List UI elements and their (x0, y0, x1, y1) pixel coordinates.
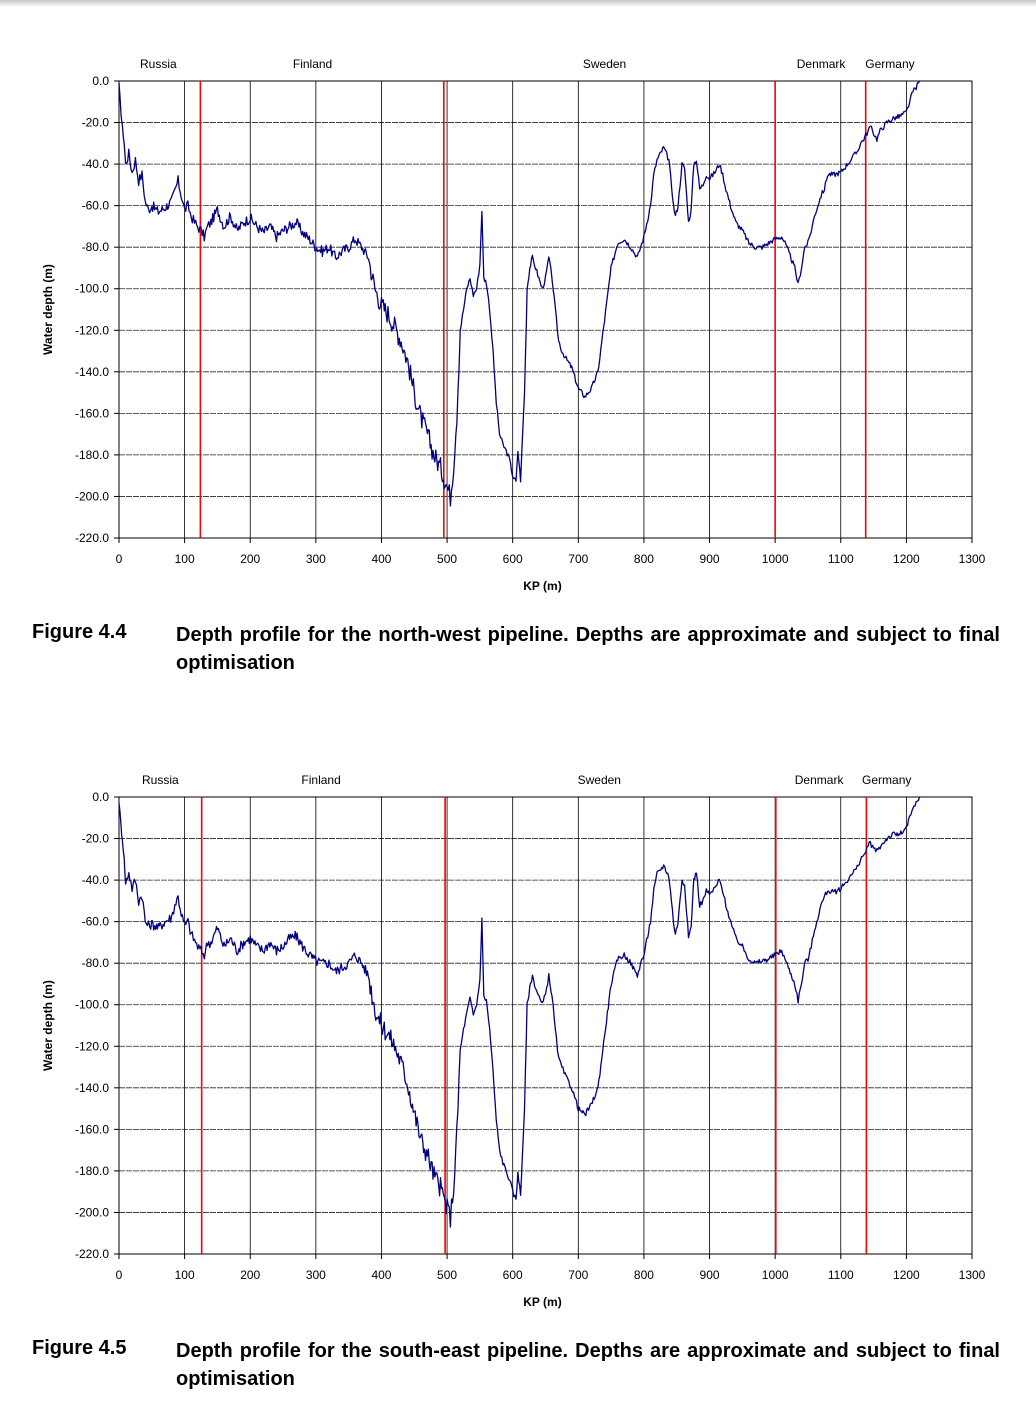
figure-number: Figure 4.4 (32, 621, 127, 643)
x-tick-label: 1000 (762, 552, 789, 566)
country-label: Sweden (583, 57, 626, 71)
x-tick-label: 300 (306, 552, 326, 566)
figure-caption-text: Depth profile for the south-east pipelin… (176, 1340, 1000, 1390)
y-tick-label: -40.0 (82, 873, 110, 887)
y-tick-label: -100.0 (75, 998, 109, 1012)
x-tick-label: 300 (306, 1268, 326, 1282)
x-tick-label: 1200 (893, 552, 920, 566)
x-tick-label: 400 (371, 1268, 391, 1282)
y-tick-label: -100.0 (75, 282, 109, 296)
y-tick-label: -60.0 (82, 915, 110, 929)
x-tick-label: 1000 (762, 1268, 789, 1282)
figure-number: Figure 4.5 (32, 1337, 127, 1359)
x-tick-label: 700 (568, 1268, 588, 1282)
y-tick-label: -40.0 (82, 157, 110, 171)
y-tick-label: -160.0 (75, 406, 109, 420)
depth-profile-line (118, 796, 921, 1228)
y-tick-label: -220.0 (75, 1247, 109, 1261)
figure-4-5: 0.0 -20.0 -40.0 -60.0 -80.0 -100.0 -120.0 -140.… (0, 716, 1036, 1416)
x-tick-label: 1300 (959, 552, 986, 566)
x-tick-label: 1300 (959, 1268, 986, 1282)
y-axis-title: Water depth (m) (41, 980, 55, 1071)
x-tick-label: 900 (700, 1268, 720, 1282)
plot-frame (118, 796, 973, 1255)
y-tick-label: -200.0 (75, 489, 109, 503)
x-tick-label: 800 (634, 552, 654, 566)
y-tick-label: 0.0 (92, 790, 109, 804)
x-tick-label: 1100 (828, 1268, 854, 1282)
y-tick-label: -140.0 (75, 1081, 109, 1095)
y-tick-label: -220.0 (75, 531, 109, 545)
x-tick-label: 400 (371, 552, 391, 566)
x-axis-title: KP (m) (523, 1295, 561, 1309)
x-tick-label: 100 (175, 1268, 195, 1282)
country-label: Finland (293, 57, 332, 71)
top-shadow-bar (0, 0, 1036, 6)
y-tick-label: -200.0 (75, 1205, 109, 1219)
x-tick-label: 700 (568, 552, 588, 566)
x-tick-label: 200 (240, 552, 260, 566)
y-tick-label: -180.0 (75, 448, 109, 462)
country-label: Denmark (795, 773, 845, 787)
x-tick-label: 0 (116, 1268, 123, 1282)
y-tick-label: -120.0 (75, 1039, 109, 1053)
figure-caption-text: Depth profile for the north-west pipelin… (176, 624, 1000, 674)
y-tick-label: -120.0 (75, 323, 109, 337)
y-tick-label: -80.0 (82, 956, 110, 970)
country-label: Russia (140, 57, 177, 71)
figure-4-4: 0.0 -20.0 -40.0 -60.0 -80.0 -100.0 -120.0 -140.… (0, 0, 1036, 700)
y-axis-title: Water depth (m) (41, 264, 55, 355)
x-tick-label: 0 (116, 552, 123, 566)
y-tick-label: -180.0 (75, 1164, 109, 1178)
depth-profile-chart-north-west: 0.0 -20.0 -40.0 -60.0 -80.0 -100.0 -120.0 -140.… (41, 57, 986, 593)
x-tick-label: 500 (437, 1268, 457, 1282)
y-tick-label: -60.0 (82, 199, 110, 213)
x-tick-label: 1200 (893, 1268, 920, 1282)
x-tick-label: 900 (700, 552, 720, 566)
y-tick-label: -20.0 (82, 116, 110, 130)
country-label: Germany (862, 773, 911, 787)
country-label: Finland (301, 773, 340, 787)
x-tick-label: 600 (503, 552, 523, 566)
x-tick-label: 1100 (828, 552, 854, 566)
depth-profile-chart-south-east: 0.0 -20.0 -40.0 -60.0 -80.0 -100.0 -120.0 -140.… (41, 773, 986, 1309)
country-label: Sweden (578, 773, 621, 787)
y-tick-label: -160.0 (75, 1122, 109, 1136)
x-axis-title: KP (m) (523, 579, 561, 593)
depth-profile-line (118, 80, 921, 507)
y-tick-label: -140.0 (75, 365, 109, 379)
x-tick-label: 200 (240, 1268, 260, 1282)
y-tick-label: -80.0 (82, 240, 110, 254)
country-label: Russia (142, 773, 179, 787)
country-label: Denmark (797, 57, 847, 71)
plot-frame (118, 80, 973, 539)
x-tick-label: 100 (175, 552, 195, 566)
country-label: Germany (865, 57, 914, 71)
x-tick-label: 800 (634, 1268, 654, 1282)
y-tick-label: 0.0 (92, 74, 109, 88)
x-tick-label: 500 (437, 552, 457, 566)
y-tick-label: -20.0 (82, 832, 110, 846)
x-tick-label: 600 (503, 1268, 523, 1282)
